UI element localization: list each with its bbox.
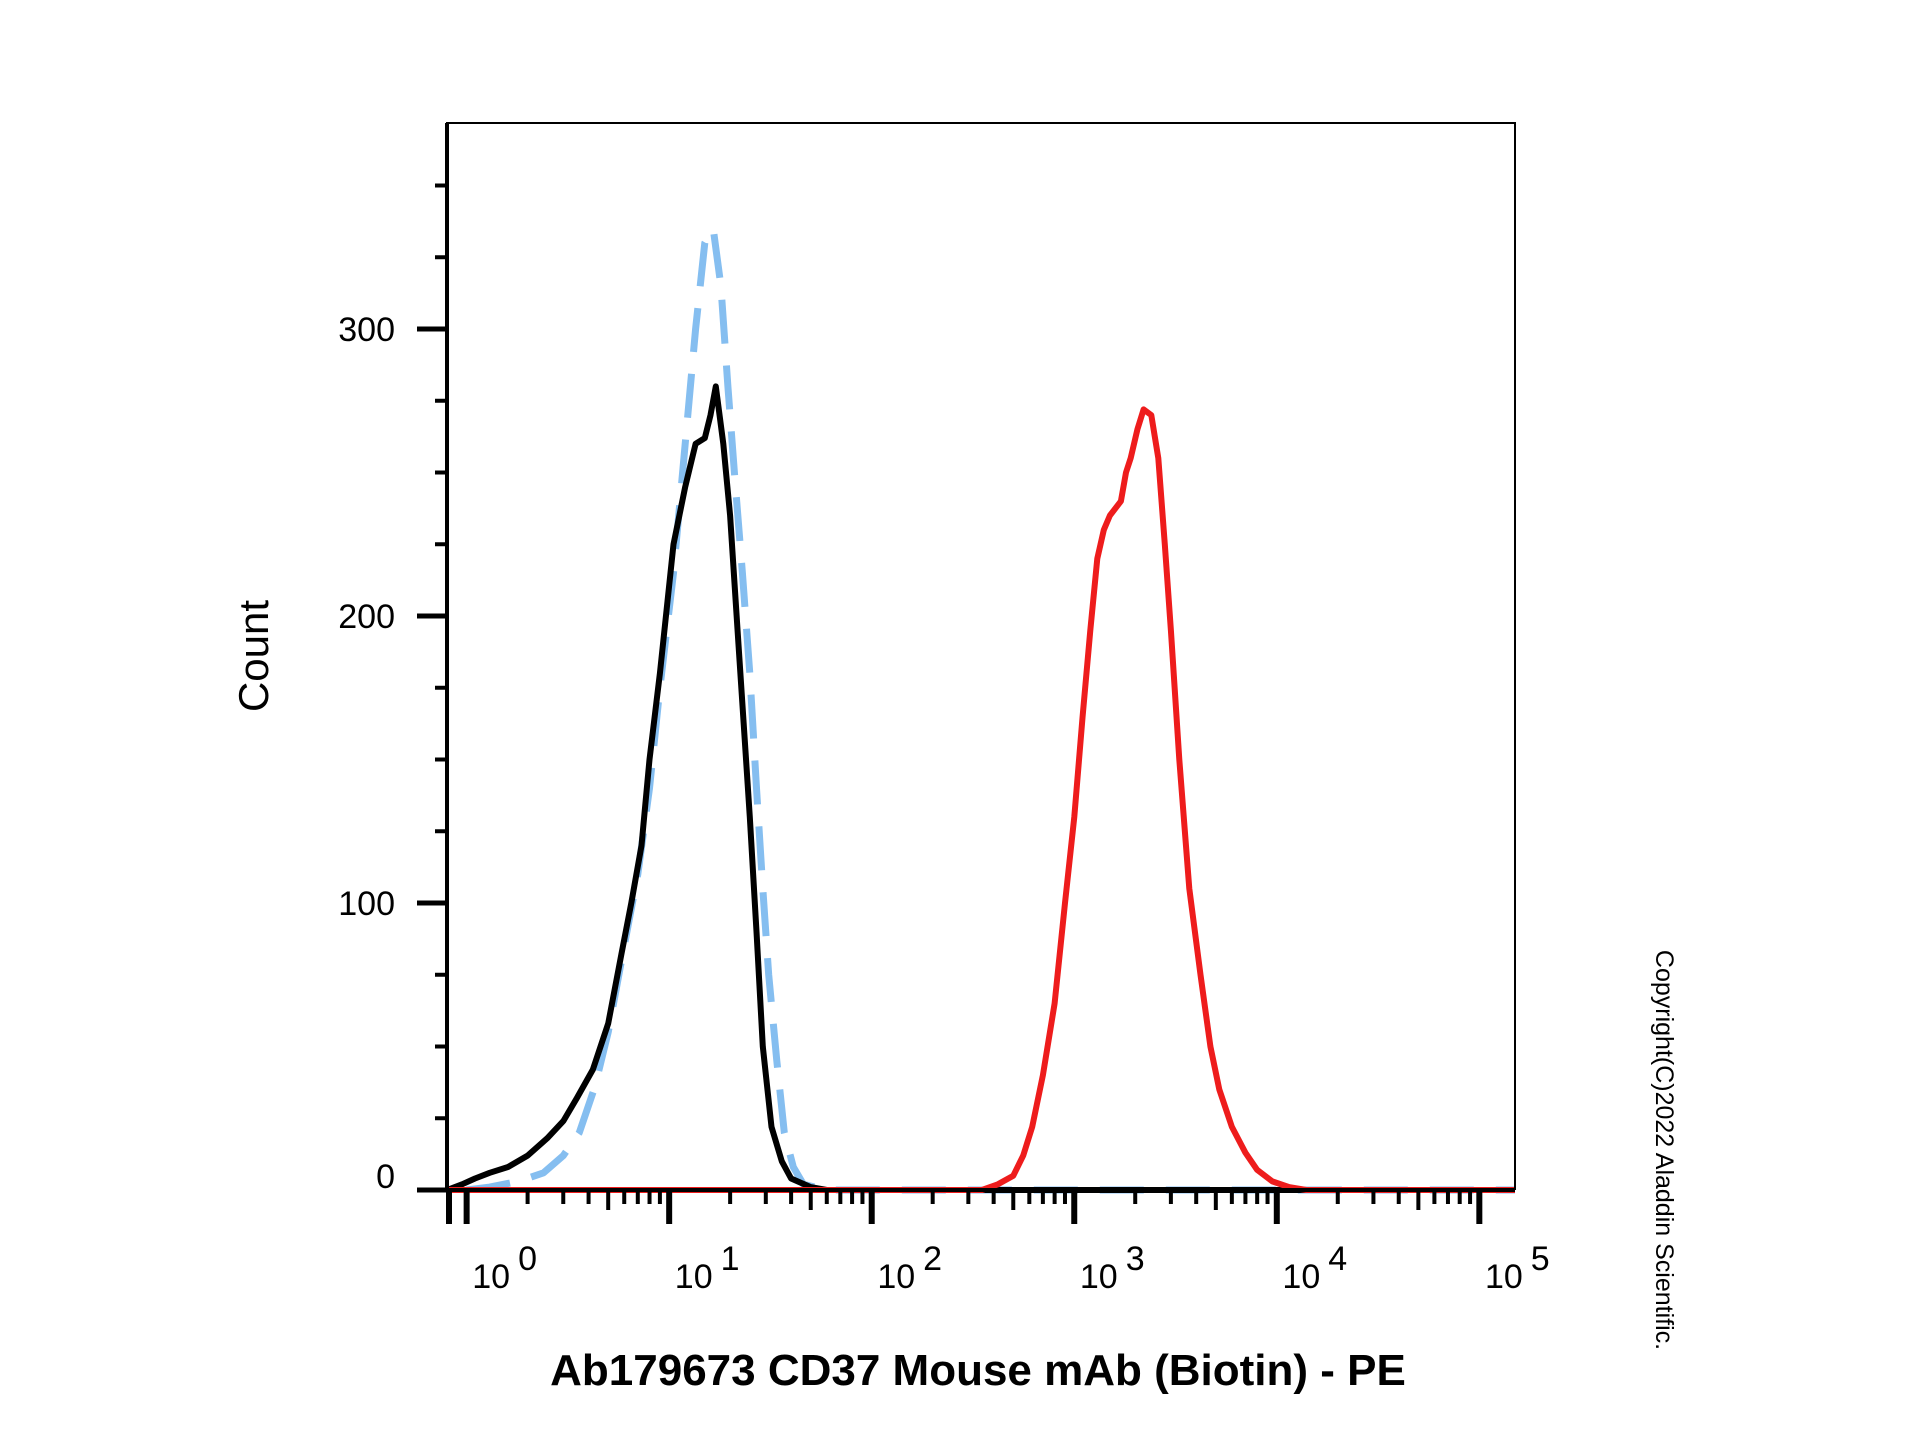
x-tick-label: 10 2 xyxy=(877,1240,942,1296)
x-axis-ticks: 10 0 10 1 10 2 10 3 10 4 10 5 xyxy=(446,1190,1550,1296)
y-axis-ticks: 0 100 200 300 xyxy=(338,183,447,1196)
copyright-notice: Copyright(C)2022 Aladdin Scientific. xyxy=(1650,950,1678,1350)
series-layer xyxy=(445,225,1515,1194)
series-line-1 xyxy=(466,225,1515,1194)
x-tick-label: 10 0 xyxy=(472,1240,537,1296)
series-line-0 xyxy=(445,383,1515,1193)
series-line-2 xyxy=(447,406,1515,1193)
y-axis-title: Count xyxy=(230,600,277,712)
x-axis-title: Ab179673 CD37 Mouse mAb (Biotin) - PE xyxy=(550,1346,1406,1395)
x-tick-label: 10 5 xyxy=(1485,1240,1550,1296)
y-tick-label: 100 xyxy=(338,885,395,923)
x-tick-label: 10 4 xyxy=(1282,1240,1347,1296)
x-tick-label: 10 1 xyxy=(675,1240,740,1296)
y-tick-label: 200 xyxy=(338,598,395,636)
y-tick-label: 300 xyxy=(338,311,395,349)
x-tick-label: 10 3 xyxy=(1080,1240,1145,1296)
y-tick-label: 0 xyxy=(376,1158,395,1196)
